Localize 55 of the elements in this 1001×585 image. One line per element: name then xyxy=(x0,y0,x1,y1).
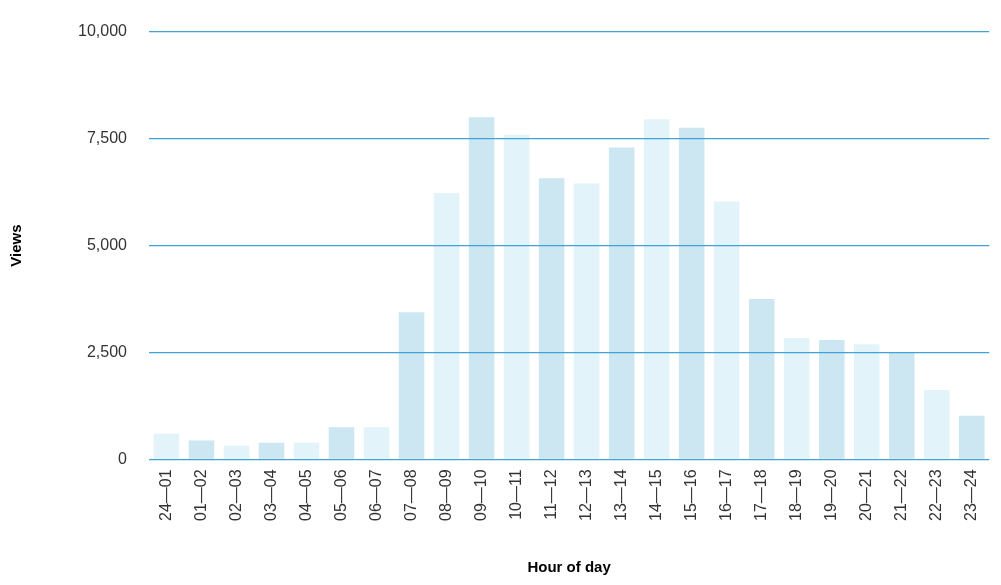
bar xyxy=(468,117,495,459)
bar xyxy=(678,127,705,459)
bar xyxy=(363,427,390,459)
x-tick-label: 06—07 xyxy=(366,469,384,521)
bar xyxy=(503,134,530,459)
x-tick-label: 14—15 xyxy=(647,469,665,521)
x-tick-label: 13—14 xyxy=(612,469,630,521)
bar xyxy=(748,298,775,459)
bar xyxy=(573,183,600,459)
x-tick-label: 02—03 xyxy=(226,469,244,521)
x-tick-label: 16—17 xyxy=(717,469,735,521)
bar xyxy=(188,440,215,459)
y-tick-label: 5,000 xyxy=(86,235,128,253)
x-tick-label: 07—08 xyxy=(401,469,419,521)
x-tick-label: 10—11 xyxy=(507,469,524,520)
y-tick-label: 10,000 xyxy=(78,22,128,40)
bar xyxy=(853,344,880,459)
x-tick-label: 09—10 xyxy=(471,469,489,521)
bar xyxy=(538,178,565,459)
bar xyxy=(328,427,355,459)
x-tick-label: 11—12 xyxy=(542,469,560,520)
bar xyxy=(398,312,425,459)
bar xyxy=(818,340,845,459)
y-tick-label: 2,500 xyxy=(86,342,128,360)
x-axis-title: Hour of day xyxy=(527,558,612,576)
x-tick-label: 12—13 xyxy=(577,469,595,521)
x-tick-label: 17—18 xyxy=(752,469,770,521)
x-tick-label: 04—05 xyxy=(296,469,314,521)
x-tick-label: 08—09 xyxy=(436,469,454,521)
bar xyxy=(153,433,180,459)
x-tick-label: 20—21 xyxy=(857,469,875,521)
x-tick-label: 24—01 xyxy=(156,469,174,521)
x-tick-label: 21—22 xyxy=(892,469,910,521)
bar xyxy=(608,147,635,459)
x-tick-label: 05—06 xyxy=(331,469,349,521)
bar xyxy=(783,337,810,459)
x-tick-label: 19—20 xyxy=(822,469,840,521)
bar xyxy=(888,352,915,459)
bar xyxy=(223,445,250,459)
bar xyxy=(923,390,950,459)
bar xyxy=(643,119,670,459)
y-tick-label: 0 xyxy=(118,449,128,467)
bar xyxy=(959,415,985,459)
bar xyxy=(258,442,285,459)
bar xyxy=(293,442,320,459)
x-tick-label: 01—02 xyxy=(191,469,209,521)
x-tick-label: 15—16 xyxy=(682,469,700,521)
bar xyxy=(433,192,460,459)
x-tick-label: 03—04 xyxy=(261,469,279,521)
y-tick-label: 7,500 xyxy=(86,128,128,146)
x-tick-label: 18—19 xyxy=(787,469,805,521)
x-tick-label: 23—24 xyxy=(962,469,980,521)
bar xyxy=(713,201,740,459)
y-axis-title: Views xyxy=(7,224,25,267)
x-tick-label: 22—23 xyxy=(927,469,945,521)
